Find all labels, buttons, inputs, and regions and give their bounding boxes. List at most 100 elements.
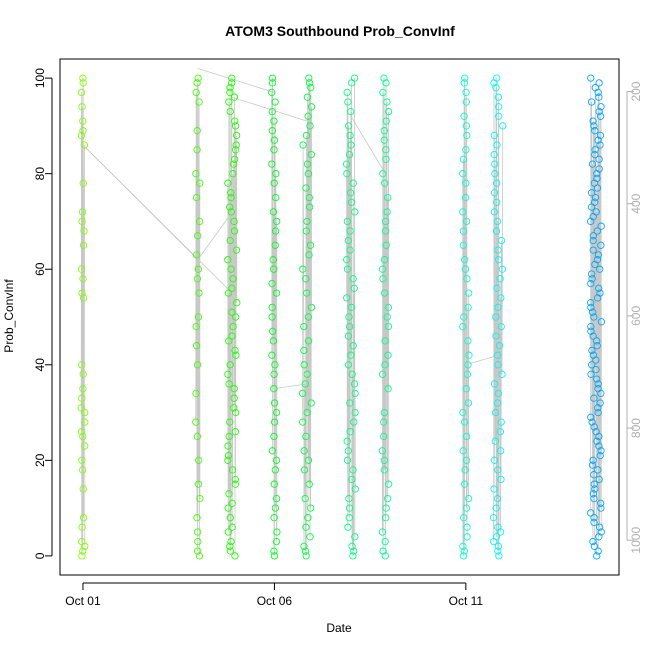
data-point bbox=[195, 98, 203, 106]
data-point bbox=[305, 193, 313, 202]
data-point bbox=[493, 284, 501, 292]
data-point bbox=[495, 342, 504, 350]
data-point bbox=[301, 380, 309, 388]
data-point bbox=[597, 447, 605, 455]
data-point bbox=[305, 480, 313, 488]
data-point bbox=[465, 289, 473, 297]
data-point bbox=[347, 141, 355, 149]
data-point bbox=[269, 256, 277, 264]
data-point bbox=[590, 471, 598, 479]
data-point bbox=[596, 451, 604, 460]
data-point bbox=[380, 466, 389, 474]
data-point bbox=[494, 246, 502, 254]
data-point bbox=[306, 122, 314, 130]
data-point bbox=[595, 442, 603, 450]
data-point bbox=[497, 447, 505, 455]
data-point bbox=[490, 485, 498, 493]
data-point bbox=[273, 217, 281, 226]
data-point bbox=[194, 313, 203, 321]
data-point bbox=[490, 150, 498, 159]
data-point bbox=[494, 256, 503, 264]
data-point bbox=[459, 170, 467, 178]
data-point bbox=[230, 217, 238, 226]
data-point bbox=[196, 494, 204, 503]
data-point bbox=[224, 528, 232, 536]
data-point bbox=[594, 466, 602, 474]
data-point bbox=[593, 342, 601, 350]
data-point bbox=[228, 523, 236, 531]
data-point bbox=[271, 98, 279, 106]
data-point bbox=[380, 256, 389, 264]
data-point bbox=[590, 423, 598, 431]
connector-lines bbox=[80, 68, 602, 556]
data-point bbox=[226, 88, 234, 97]
data-point bbox=[382, 504, 390, 512]
data-point bbox=[461, 466, 469, 474]
data-point bbox=[384, 385, 392, 393]
data-point bbox=[302, 131, 311, 140]
data-point bbox=[595, 533, 603, 541]
data-point bbox=[194, 232, 202, 240]
data-point bbox=[595, 523, 604, 531]
data-point bbox=[459, 542, 467, 550]
data-point bbox=[306, 533, 314, 541]
data-point bbox=[224, 456, 232, 464]
data-point bbox=[587, 217, 595, 226]
data-point bbox=[492, 408, 500, 417]
data-point bbox=[193, 361, 202, 369]
data-point bbox=[268, 107, 276, 116]
data-point bbox=[349, 466, 357, 474]
data-point bbox=[77, 265, 86, 273]
data-point bbox=[462, 146, 470, 154]
data-point bbox=[587, 203, 596, 211]
data-point bbox=[460, 480, 469, 488]
data-point bbox=[343, 217, 352, 226]
data-point bbox=[589, 456, 597, 464]
data-point bbox=[490, 131, 498, 140]
data-point bbox=[344, 447, 352, 455]
data-point bbox=[459, 447, 467, 455]
data-point bbox=[192, 342, 201, 350]
data-point bbox=[593, 552, 601, 560]
data-point bbox=[268, 279, 276, 288]
data-point bbox=[345, 122, 353, 130]
trace-line bbox=[493, 78, 504, 556]
data-point bbox=[303, 408, 311, 417]
data-point bbox=[491, 437, 500, 445]
data-point bbox=[302, 275, 310, 283]
data-point bbox=[493, 494, 502, 503]
data-point bbox=[493, 179, 501, 187]
x-tick-label: Oct 06 bbox=[257, 594, 293, 608]
y-tick-label: 0 bbox=[33, 552, 47, 559]
data-point bbox=[224, 370, 232, 378]
connector-line bbox=[465, 354, 499, 366]
data-point bbox=[590, 518, 598, 527]
data-point bbox=[270, 146, 278, 154]
data-point bbox=[590, 494, 598, 503]
data-point bbox=[344, 361, 353, 369]
data-point bbox=[346, 131, 354, 140]
data-point bbox=[271, 361, 279, 369]
data-point bbox=[192, 193, 201, 202]
y-tick-label: 60 bbox=[33, 262, 47, 276]
trace-line bbox=[227, 78, 238, 556]
data-point bbox=[588, 275, 596, 283]
data-point bbox=[302, 432, 310, 441]
data-points bbox=[77, 74, 606, 560]
data-point bbox=[272, 193, 280, 202]
data-point bbox=[81, 442, 89, 450]
data-point bbox=[592, 365, 600, 374]
data-point bbox=[593, 227, 601, 235]
data-point bbox=[77, 88, 86, 97]
data-point bbox=[594, 547, 602, 555]
data-point bbox=[597, 318, 606, 326]
data-point bbox=[591, 260, 599, 269]
data-point bbox=[269, 208, 278, 216]
data-point bbox=[268, 351, 276, 359]
data-point bbox=[589, 246, 597, 254]
data-point bbox=[193, 146, 201, 154]
y-tick-label: 80 bbox=[33, 167, 47, 181]
data-point bbox=[597, 103, 605, 111]
data-point bbox=[462, 98, 470, 106]
